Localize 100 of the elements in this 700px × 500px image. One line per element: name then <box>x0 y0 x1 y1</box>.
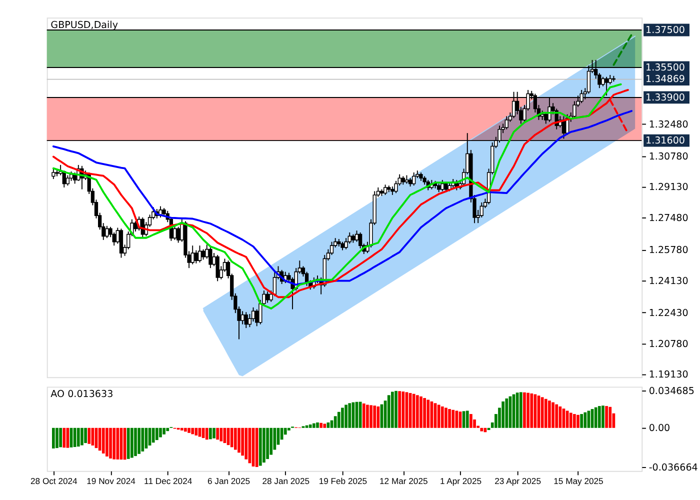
bar <box>344 404 348 428</box>
candlestick <box>266 291 270 304</box>
bar <box>387 395 390 428</box>
chart-title: AO 0.013633 <box>50 389 114 400</box>
bar <box>166 428 170 432</box>
candlestick <box>176 226 180 244</box>
candlestick <box>66 174 70 186</box>
bar <box>552 402 554 428</box>
candlestick <box>194 250 198 264</box>
bar <box>398 391 402 428</box>
bar <box>594 407 598 428</box>
bar <box>370 405 372 428</box>
bar <box>391 392 394 428</box>
candlestick <box>52 168 56 180</box>
bar <box>180 428 184 430</box>
bar <box>312 423 316 428</box>
bar <box>598 406 601 428</box>
bar <box>106 428 108 456</box>
x-tick-label: 19 Nov 2024 <box>86 476 136 486</box>
bar <box>608 406 612 428</box>
bar <box>373 406 376 428</box>
bar <box>416 395 419 428</box>
bar <box>102 428 105 454</box>
bar <box>530 393 534 428</box>
candlestick <box>504 116 508 130</box>
bar <box>141 428 144 452</box>
bar <box>423 398 426 428</box>
bar <box>362 403 366 428</box>
bar <box>394 390 398 428</box>
bar <box>584 412 587 428</box>
bar <box>376 406 380 428</box>
bar <box>73 428 76 447</box>
bar <box>502 401 504 428</box>
bar <box>88 428 91 444</box>
bar <box>205 428 208 440</box>
x-tick-label: 28 Oct 2024 <box>30 476 78 486</box>
bar <box>59 428 62 448</box>
bar <box>209 428 212 440</box>
x-tick-label: 23 Apr 2025 <box>494 476 542 486</box>
ref-line-label: 1.37500 <box>645 24 685 36</box>
chart-title: GBPUSD,Daily <box>50 20 118 32</box>
x-tick-label: 1 Apr 2025 <box>440 476 482 486</box>
bar <box>334 416 337 428</box>
bar <box>270 428 273 455</box>
y-tick-label: -0.036664 <box>648 462 698 474</box>
bar <box>230 428 234 448</box>
y-tick-label: 1.19130 <box>648 370 688 381</box>
bar <box>448 409 451 428</box>
bar <box>526 392 530 428</box>
bar <box>216 428 220 440</box>
bar <box>605 406 608 428</box>
y-tick-label: 1.27480 <box>648 213 688 224</box>
candlestick <box>412 172 416 186</box>
bar <box>234 428 237 450</box>
bar <box>337 412 340 428</box>
bar <box>126 428 130 459</box>
bar <box>420 396 422 428</box>
bar <box>573 414 576 428</box>
x-tick-label: 28 Jan 2025 <box>262 476 310 486</box>
candlestick <box>190 245 194 265</box>
bar <box>266 428 269 460</box>
bar <box>308 424 312 428</box>
x-tick-label: 19 Feb 2025 <box>318 476 368 486</box>
bar <box>555 404 558 428</box>
candlestick <box>119 228 124 258</box>
candlestick <box>105 225 109 239</box>
bar <box>162 428 166 434</box>
ref-line-label: 1.31600 <box>645 135 685 146</box>
bar <box>112 428 116 460</box>
bar <box>470 414 472 428</box>
bar <box>352 402 355 428</box>
candlestick <box>354 230 359 242</box>
bar <box>523 392 526 428</box>
bar <box>76 428 80 447</box>
bar <box>109 428 112 459</box>
bar <box>576 414 580 428</box>
bar <box>194 428 198 436</box>
bar <box>544 398 548 428</box>
bar <box>341 408 344 428</box>
ref-line-label: 1.34869 <box>645 74 685 86</box>
y-tick-label: 1.20780 <box>648 338 688 350</box>
bar <box>402 392 405 428</box>
candlestick <box>244 312 248 329</box>
bar <box>258 428 262 466</box>
bar <box>116 428 120 460</box>
candlestick <box>134 220 138 232</box>
bar <box>159 428 162 438</box>
bar <box>426 400 430 428</box>
bar <box>569 412 572 428</box>
bar <box>241 428 244 456</box>
bar <box>191 428 194 434</box>
y-tick-label: 0.034685 <box>648 386 694 398</box>
bar <box>505 398 508 428</box>
bar <box>188 428 190 433</box>
bar <box>255 428 258 467</box>
x-tick-label: 6 Jan 2025 <box>207 476 250 486</box>
bar <box>238 428 240 453</box>
bar <box>62 428 66 448</box>
ref-line-label: 1.35500 <box>645 62 685 74</box>
candlestick <box>216 254 220 282</box>
